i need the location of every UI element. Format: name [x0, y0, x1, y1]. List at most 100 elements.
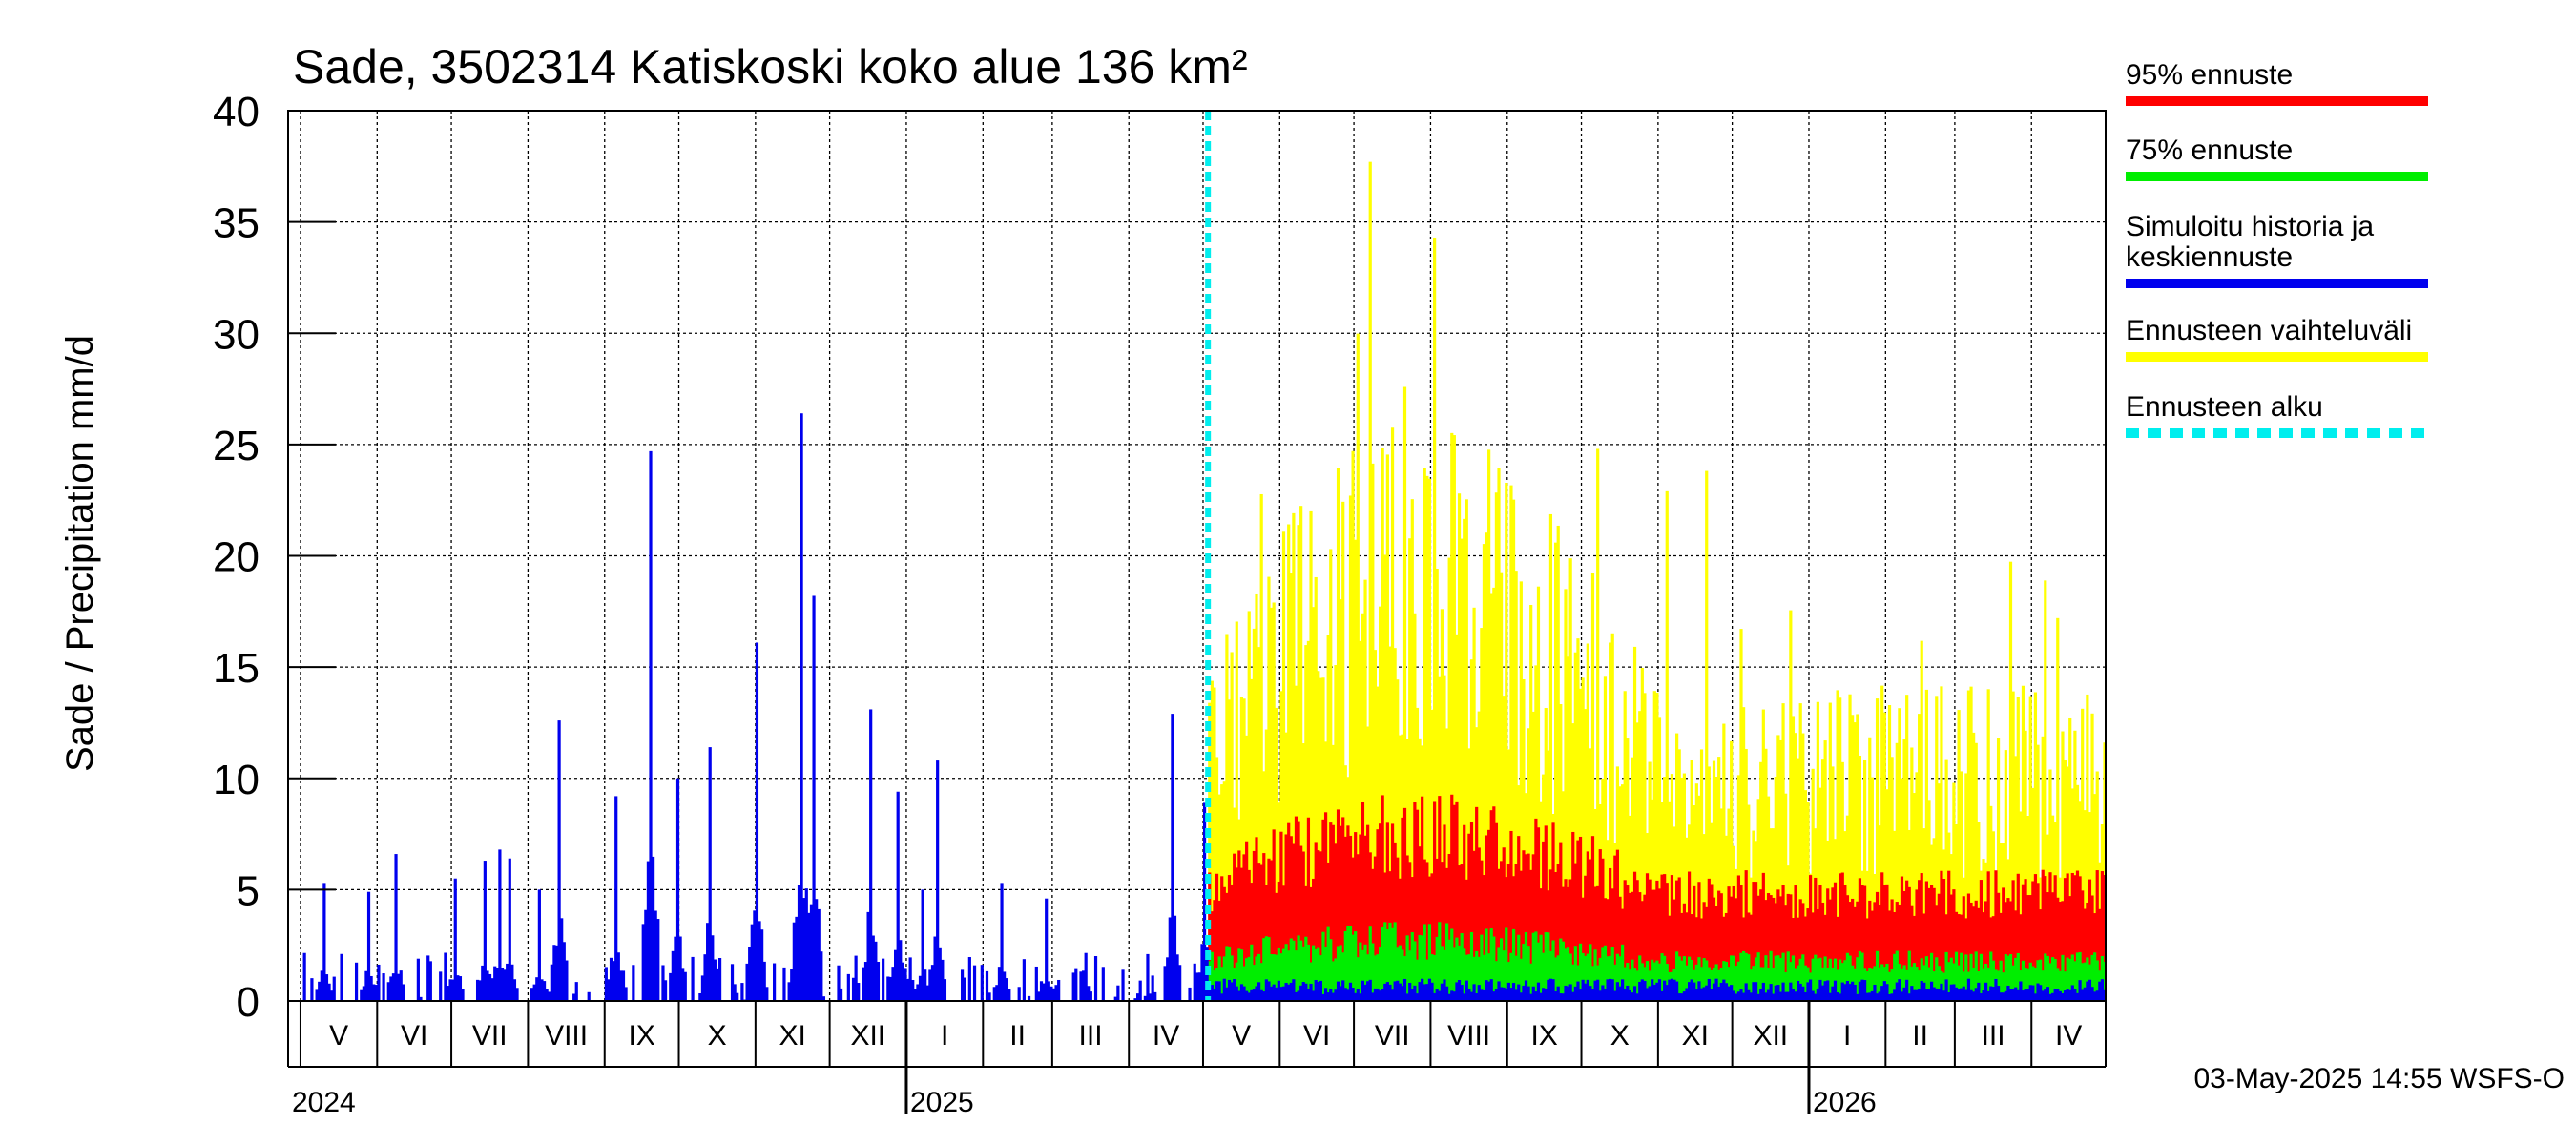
median-bar	[1747, 989, 1751, 1001]
p95-bar	[1675, 880, 1679, 1001]
median-bar	[2090, 987, 2094, 1001]
median-bar	[1680, 993, 1684, 1001]
median-bar	[1225, 987, 1229, 1001]
p95-bar	[1359, 834, 1362, 1001]
range-bar	[2061, 731, 2065, 1001]
median-bar	[1615, 982, 1620, 1001]
median-bar	[1816, 988, 1819, 1001]
median-bar	[1845, 980, 1850, 1001]
p95-bar	[1860, 885, 1864, 1001]
median-bar	[1544, 989, 1548, 1001]
median-bar	[1610, 979, 1614, 1001]
p75-bar	[1475, 950, 1479, 1001]
median-bar	[1463, 993, 1466, 1001]
range-bar	[1522, 679, 1526, 1001]
median-bar	[1964, 989, 1968, 1001]
p75-bar	[1410, 932, 1414, 1001]
median-bar	[1410, 989, 1414, 1001]
p75-bar	[1609, 955, 1612, 1001]
p95-bar	[1373, 856, 1378, 1001]
history-bar	[681, 968, 685, 1001]
p75-bar	[1831, 968, 1835, 1001]
history-bar	[607, 979, 611, 1001]
p75-bar	[1843, 960, 1847, 1001]
history-bar	[453, 878, 457, 1001]
p75-bar	[2086, 957, 2089, 1001]
p95-bar	[1435, 858, 1439, 1001]
p95-bar	[1430, 873, 1434, 1001]
month-label: VIII	[545, 1020, 588, 1051]
range-bar	[1326, 635, 1330, 1001]
range-bar	[1797, 758, 1800, 1001]
range-bar	[1319, 677, 1322, 1001]
history-bar	[869, 709, 873, 1001]
history-bar	[500, 968, 505, 1001]
range-bar	[2019, 811, 2023, 1001]
p75-bar	[1736, 961, 1741, 1001]
range-bar	[1264, 729, 1268, 1001]
range-bar	[1989, 805, 1993, 1001]
chart-title: Sade, 3502314 Katiskoski koko alue 136 k…	[293, 40, 1248, 94]
p75-bar	[1942, 972, 1946, 1001]
p95-bar	[1710, 884, 1714, 1001]
p75-bar	[1794, 968, 1797, 1001]
range-bar	[2093, 794, 2097, 1001]
p95-bar	[1984, 901, 1988, 1001]
history-bar	[362, 986, 365, 1001]
p95-bar	[1651, 889, 1654, 1001]
history-bar	[943, 979, 947, 1001]
p75-bar	[2024, 967, 2027, 1001]
p75-bar	[1272, 954, 1276, 1001]
month-label: IV	[2055, 1020, 2082, 1051]
median-bar	[1477, 985, 1481, 1001]
median-bar	[1247, 992, 1251, 1001]
p75-bar	[1554, 957, 1558, 1001]
p95-bar	[2002, 887, 2005, 1001]
p95-bar	[1312, 878, 1316, 1001]
median-bar	[1361, 980, 1365, 1001]
range-bar	[1430, 709, 1434, 1001]
range-bar	[2081, 708, 2085, 1001]
p75-bar	[1544, 932, 1548, 1001]
p95-bar	[1851, 898, 1855, 1001]
p75-bar	[1732, 955, 1735, 1001]
p75-bar	[1623, 967, 1627, 1001]
p75-bar	[1606, 956, 1610, 1001]
range-bar	[1511, 499, 1516, 1001]
history-bar	[918, 975, 923, 1001]
range-bar	[1275, 707, 1278, 1001]
range-bar	[1863, 760, 1867, 1001]
month-label: IX	[628, 1020, 654, 1051]
median-bar	[1373, 988, 1378, 1001]
median-bar	[1677, 993, 1681, 1001]
p95-bar	[1806, 908, 1810, 1001]
range-bar	[1381, 448, 1384, 1001]
p95-bar	[1284, 834, 1288, 1001]
history-bar	[540, 979, 544, 1001]
p75-bar	[1566, 947, 1570, 1001]
range-bar	[1287, 524, 1291, 1001]
p75-bar	[1257, 953, 1261, 1001]
p75-bar	[1902, 965, 1906, 1001]
p75-bar	[1598, 957, 1602, 1001]
history-bar	[1037, 991, 1041, 1001]
median-bar	[1427, 978, 1432, 1001]
median-bar	[1321, 993, 1325, 1001]
p75-bar	[1638, 955, 1642, 1001]
median-bar	[1237, 990, 1241, 1001]
median-bar	[1381, 989, 1384, 1001]
p95-bar	[1759, 889, 1763, 1001]
p95-bar	[1472, 850, 1476, 1001]
month-label: VII	[472, 1020, 508, 1051]
p75-bar	[2063, 971, 2067, 1001]
median-bar	[1663, 980, 1667, 1001]
p75-bar	[1766, 968, 1771, 1001]
p75-bar	[1210, 951, 1214, 1001]
month-label: II	[1912, 1020, 1928, 1051]
p95-bar	[1331, 824, 1335, 1001]
median-bar	[1794, 991, 1797, 1001]
p95-bar	[1247, 869, 1251, 1001]
p75-bar	[1264, 936, 1268, 1001]
median-bar	[1208, 988, 1212, 1001]
median-bar	[1435, 989, 1439, 1001]
